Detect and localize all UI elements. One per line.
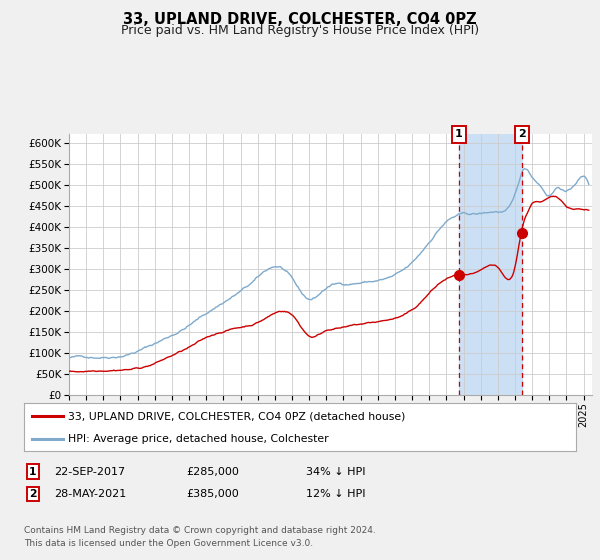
Text: Contains HM Land Registry data © Crown copyright and database right 2024.: Contains HM Land Registry data © Crown c… [24,526,376,535]
Text: This data is licensed under the Open Government Licence v3.0.: This data is licensed under the Open Gov… [24,539,313,548]
Text: 12% ↓ HPI: 12% ↓ HPI [306,489,365,499]
Text: £385,000: £385,000 [186,489,239,499]
Text: 2: 2 [29,489,37,499]
Text: 2: 2 [518,129,526,139]
Text: £285,000: £285,000 [186,466,239,477]
Text: 33, UPLAND DRIVE, COLCHESTER, CO4 0PZ (detached house): 33, UPLAND DRIVE, COLCHESTER, CO4 0PZ (d… [68,411,406,421]
Text: Price paid vs. HM Land Registry's House Price Index (HPI): Price paid vs. HM Land Registry's House … [121,24,479,37]
Text: 28-MAY-2021: 28-MAY-2021 [54,489,126,499]
Text: 22-SEP-2017: 22-SEP-2017 [54,466,125,477]
Bar [459,134,522,395]
Text: 34% ↓ HPI: 34% ↓ HPI [306,466,365,477]
Text: 1: 1 [455,129,463,139]
Text: HPI: Average price, detached house, Colchester: HPI: Average price, detached house, Colc… [68,435,329,445]
Text: 1: 1 [29,466,37,477]
Text: 33, UPLAND DRIVE, COLCHESTER, CO4 0PZ: 33, UPLAND DRIVE, COLCHESTER, CO4 0PZ [123,12,477,27]
